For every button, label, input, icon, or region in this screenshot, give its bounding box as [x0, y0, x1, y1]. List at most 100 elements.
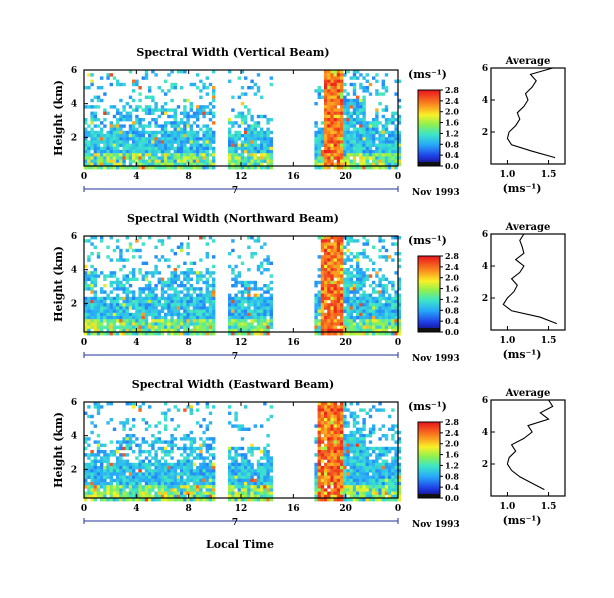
heatmap-cell [106, 466, 110, 470]
heatmap-cell [112, 498, 117, 502]
heatmap-cell [122, 325, 126, 329]
heatmap-cell [228, 475, 232, 479]
heatmap-cell [132, 146, 136, 151]
heatmap-cell [160, 478, 165, 483]
heatmap-cell [138, 491, 142, 495]
heatmap-cell [96, 440, 101, 444]
heatmap-cell [138, 162, 142, 167]
heatmap-cell [349, 312, 353, 317]
heatmap-cell [327, 239, 331, 243]
heatmap-cell [189, 124, 193, 128]
heatmap-cell [333, 309, 337, 313]
heatmap-cell [356, 488, 360, 492]
heatmap-cell [189, 162, 193, 167]
heatmap-cell [397, 462, 401, 467]
heatmap-cell [250, 252, 254, 256]
heatmap-cell [253, 280, 257, 285]
heatmap-cell [352, 498, 357, 502]
heatmap-cell [343, 498, 347, 502]
heatmap-cell [365, 498, 369, 502]
heatmap-cell [234, 296, 238, 301]
heatmap-cell [327, 264, 331, 269]
heatmap-cell [384, 478, 389, 483]
heatmap-cell [196, 494, 200, 499]
heatmap-cell [330, 427, 334, 431]
heatmap-cell [394, 469, 398, 473]
heatmap-cell [112, 325, 117, 329]
heatmap-cell [132, 156, 136, 160]
heatmap-cell [388, 166, 392, 170]
heatmap-cell [212, 312, 216, 317]
heatmap-cell [240, 140, 245, 144]
heatmap-cell [109, 156, 113, 160]
heatmap-cell [119, 482, 123, 486]
heatmap-cell [359, 456, 363, 460]
heatmap-cell [125, 274, 129, 278]
heatmap-cell [109, 328, 113, 333]
heatmap-cell [90, 306, 94, 310]
heatmap-cell [186, 111, 190, 115]
x-tick-label: 8 [186, 338, 192, 348]
heatmap-cell [340, 328, 344, 333]
heatmap-cell [320, 236, 325, 240]
heatmap-cell [324, 130, 328, 135]
heatmap-cell [349, 332, 353, 336]
heatmap-cell [234, 134, 238, 138]
heatmap-cell [343, 166, 347, 170]
heatmap-cell [336, 118, 341, 122]
heatmap-cell [356, 150, 360, 154]
heatmap-cell [109, 290, 113, 294]
heatmap-cell [212, 287, 216, 291]
heatmap-cell [384, 277, 389, 281]
colorbar-swatch [418, 302, 440, 305]
heatmap-cell [157, 472, 161, 476]
heatmap-cell [372, 300, 376, 304]
heatmap-cell [208, 159, 213, 163]
heatmap-cell [391, 488, 395, 492]
heatmap-cell [180, 466, 184, 470]
heatmap-cell [314, 316, 318, 320]
heatmap-cell [160, 411, 165, 415]
heatmap-cell [205, 491, 209, 495]
heatmap-cell [170, 277, 174, 281]
heatmap-cell [199, 325, 203, 329]
heatmap-cell [202, 312, 206, 317]
heatmap-cell [356, 252, 360, 256]
heatmap-cell [93, 453, 97, 457]
heatmap-cell [346, 316, 350, 320]
heatmap-cell [317, 434, 321, 438]
y-axis-label: Height (km) [52, 80, 65, 156]
heatmap-cell [340, 427, 344, 431]
heatmap-cell [106, 162, 110, 167]
heatmap-cell [135, 296, 139, 301]
heatmap-cell [202, 130, 206, 135]
heatmap-cell [260, 322, 264, 326]
heatmap-cell [365, 79, 369, 83]
heatmap-cell [189, 287, 193, 291]
heatmap-cell [260, 475, 264, 479]
heatmap-cell [112, 466, 117, 470]
heatmap-cell [186, 491, 190, 495]
heatmap-cell [343, 446, 347, 451]
heatmap-cell [116, 482, 120, 486]
heatmap-cell [96, 478, 101, 483]
heatmap-cell [192, 319, 197, 323]
heatmap-cell [164, 153, 168, 157]
heatmap-cell [317, 411, 321, 415]
heatmap-cell [372, 296, 376, 301]
heatmap-cell [349, 450, 353, 454]
heatmap-cell [250, 494, 254, 499]
heatmap-cell [176, 166, 181, 170]
heatmap-cell [116, 498, 120, 502]
heatmap-cell [352, 453, 357, 457]
heatmap-cell [90, 146, 94, 151]
heatmap-cell [122, 437, 126, 441]
heatmap-cell [349, 271, 353, 275]
heatmap-cell [234, 121, 238, 125]
heatmap-cell [340, 98, 344, 103]
heatmap-cell [160, 309, 165, 313]
heatmap-cell [196, 408, 200, 412]
heatmap-cell [327, 86, 331, 90]
heatmap-cell [260, 130, 264, 135]
heatmap-cell [394, 79, 398, 83]
